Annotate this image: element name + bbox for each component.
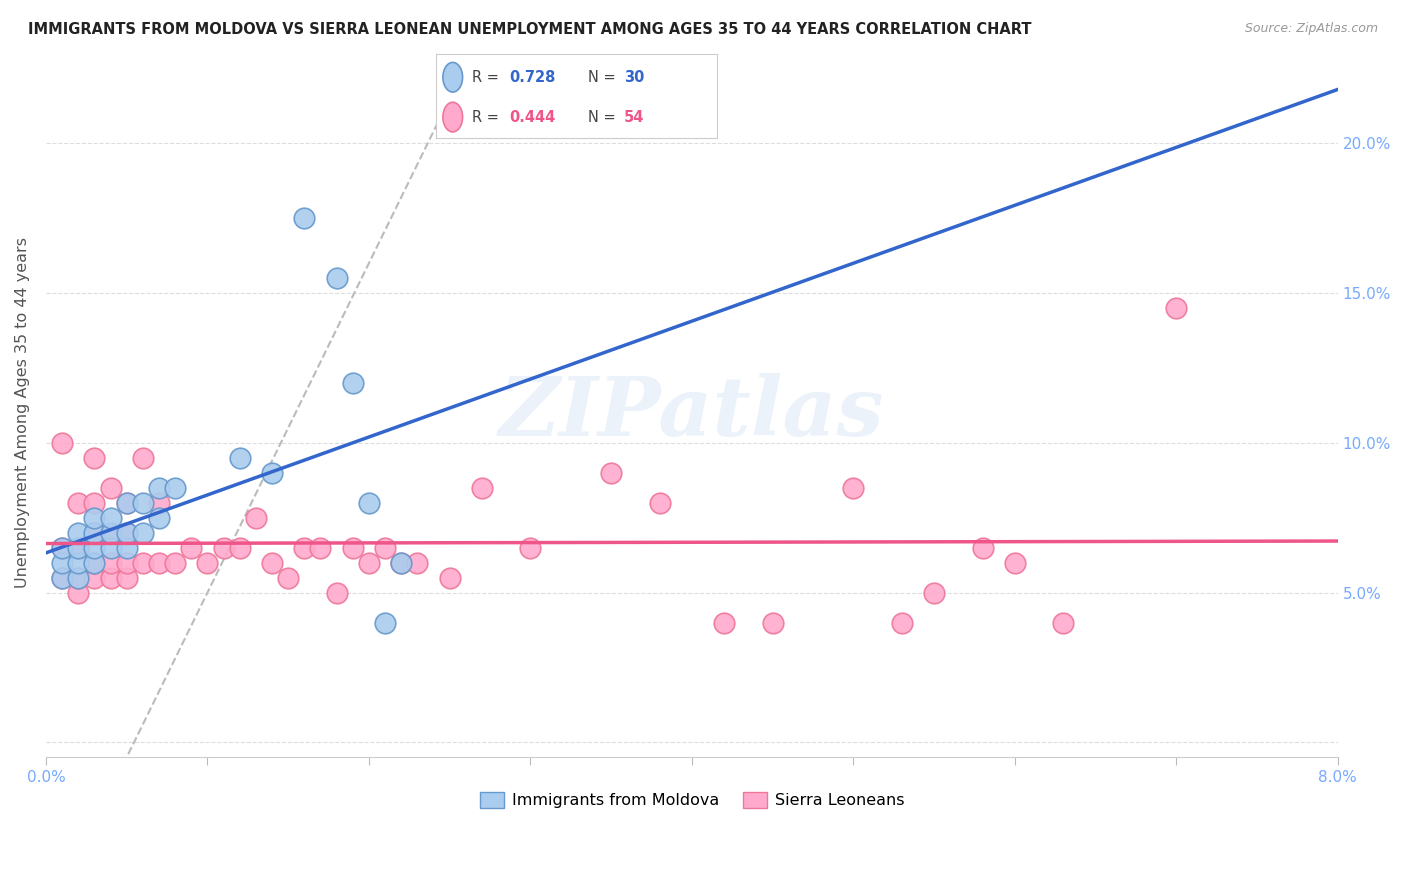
- Point: [292, 211, 315, 226]
- Point: [389, 556, 412, 570]
- Text: N =: N =: [588, 110, 620, 125]
- Point: [132, 525, 155, 540]
- Point: [83, 496, 105, 510]
- Point: [342, 376, 364, 390]
- Point: [922, 585, 945, 599]
- Point: [100, 556, 122, 570]
- Point: [972, 541, 994, 555]
- Text: IMMIGRANTS FROM MOLDOVA VS SIERRA LEONEAN UNEMPLOYMENT AMONG AGES 35 TO 44 YEARS: IMMIGRANTS FROM MOLDOVA VS SIERRA LEONEA…: [28, 22, 1032, 37]
- Point: [165, 556, 187, 570]
- Point: [83, 556, 105, 570]
- Point: [132, 450, 155, 465]
- Text: Source: ZipAtlas.com: Source: ZipAtlas.com: [1244, 22, 1378, 36]
- Text: N =: N =: [588, 70, 620, 85]
- Text: ZIPatlas: ZIPatlas: [499, 373, 884, 453]
- Point: [51, 571, 73, 585]
- Point: [148, 556, 170, 570]
- Point: [51, 556, 73, 570]
- Text: 54: 54: [624, 110, 644, 125]
- Point: [83, 556, 105, 570]
- Point: [67, 541, 90, 555]
- Point: [212, 541, 235, 555]
- Point: [600, 466, 623, 480]
- Point: [100, 481, 122, 495]
- Point: [83, 525, 105, 540]
- Point: [229, 541, 252, 555]
- Text: R =: R =: [472, 110, 503, 125]
- Point: [67, 571, 90, 585]
- Point: [100, 541, 122, 555]
- Point: [842, 481, 865, 495]
- Point: [471, 481, 494, 495]
- Legend: Immigrants from Moldova, Sierra Leoneans: Immigrants from Moldova, Sierra Leoneans: [474, 785, 911, 814]
- Point: [229, 450, 252, 465]
- Point: [132, 556, 155, 570]
- Point: [83, 571, 105, 585]
- Point: [374, 615, 396, 630]
- Point: [406, 556, 429, 570]
- Point: [292, 541, 315, 555]
- Point: [374, 541, 396, 555]
- Ellipse shape: [443, 103, 463, 132]
- Point: [83, 510, 105, 524]
- Point: [325, 585, 347, 599]
- Point: [67, 556, 90, 570]
- Point: [325, 271, 347, 285]
- Point: [51, 435, 73, 450]
- Text: R =: R =: [472, 70, 503, 85]
- Point: [132, 496, 155, 510]
- Point: [277, 571, 299, 585]
- Point: [67, 571, 90, 585]
- Point: [115, 496, 138, 510]
- Point: [83, 525, 105, 540]
- Point: [309, 541, 332, 555]
- Point: [115, 541, 138, 555]
- Point: [100, 525, 122, 540]
- Point: [342, 541, 364, 555]
- Point: [1166, 301, 1188, 315]
- Point: [115, 556, 138, 570]
- Point: [115, 525, 138, 540]
- Point: [115, 571, 138, 585]
- Point: [83, 450, 105, 465]
- Point: [100, 571, 122, 585]
- Point: [51, 571, 73, 585]
- Point: [180, 541, 202, 555]
- Point: [148, 481, 170, 495]
- Point: [245, 510, 267, 524]
- Point: [67, 585, 90, 599]
- Point: [165, 481, 187, 495]
- Point: [67, 525, 90, 540]
- Point: [115, 496, 138, 510]
- Point: [51, 541, 73, 555]
- Point: [260, 556, 283, 570]
- Point: [100, 525, 122, 540]
- Point: [100, 510, 122, 524]
- Point: [115, 525, 138, 540]
- Text: 0.444: 0.444: [509, 110, 555, 125]
- Text: 30: 30: [624, 70, 644, 85]
- Point: [389, 556, 412, 570]
- Point: [357, 556, 380, 570]
- Point: [67, 541, 90, 555]
- Ellipse shape: [443, 62, 463, 92]
- Point: [762, 615, 785, 630]
- Point: [148, 496, 170, 510]
- Point: [519, 541, 541, 555]
- Point: [357, 496, 380, 510]
- Point: [648, 496, 671, 510]
- Point: [713, 615, 735, 630]
- Point: [67, 496, 90, 510]
- Point: [260, 466, 283, 480]
- Text: 0.728: 0.728: [509, 70, 555, 85]
- Point: [439, 571, 461, 585]
- Point: [83, 541, 105, 555]
- Point: [1004, 556, 1026, 570]
- Point: [1052, 615, 1074, 630]
- Y-axis label: Unemployment Among Ages 35 to 44 years: Unemployment Among Ages 35 to 44 years: [15, 237, 30, 589]
- Point: [148, 510, 170, 524]
- Point: [51, 541, 73, 555]
- Point: [890, 615, 912, 630]
- Point: [197, 556, 219, 570]
